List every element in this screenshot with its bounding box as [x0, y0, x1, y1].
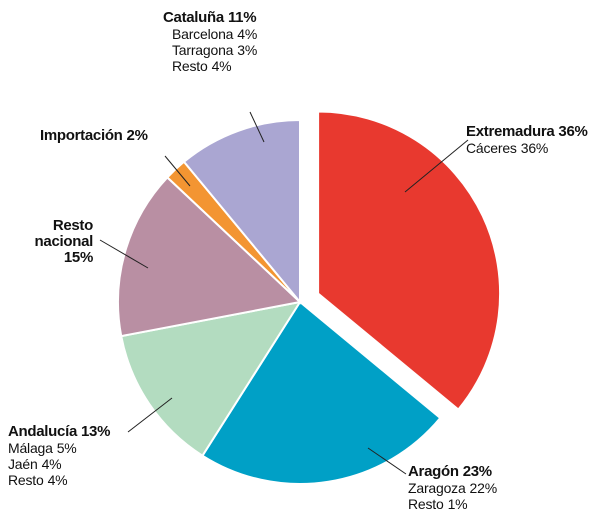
leader-line [164, 155, 191, 187]
breakdown-name: Resto [408, 496, 444, 512]
leader-line [249, 111, 265, 143]
leader-line [367, 447, 407, 475]
breakdown-row: Cáceres 36% [466, 140, 588, 156]
slice-label: Resto nacional 15% [20, 217, 94, 266]
pie-slice [117, 175, 303, 338]
value-label: 36% [558, 123, 588, 140]
breakdown-row: Resto 4% [8, 472, 110, 488]
slice-heading: Cataluña 11% [163, 10, 257, 26]
breakdown-share: 1% [447, 496, 468, 512]
category-name: Cataluña [163, 9, 224, 26]
breakdown-share: 4% [47, 472, 68, 488]
breakdown-share: 22% [469, 480, 498, 496]
leader-line [99, 239, 149, 269]
category-name: Andalucía [8, 423, 77, 440]
slice-label: Aragón 23% Zaragoza 22% Resto 1% [408, 464, 497, 513]
category-name: Importación [40, 127, 123, 144]
value-label: 2% [126, 127, 148, 144]
value-label: 11% [227, 9, 257, 26]
breakdown-name: Barcelona [172, 26, 234, 42]
breakdown-share: 3% [237, 42, 258, 58]
breakdown-name: Resto [172, 58, 208, 74]
slice-heading: Resto nacional 15% [20, 217, 94, 266]
leader-line [404, 139, 469, 193]
slice-heading: Importación 2% [40, 128, 148, 144]
value-label: 15% [63, 249, 93, 266]
breakdown-share: 4% [41, 456, 62, 472]
pie-slice [317, 110, 502, 411]
breakdown-share: 36% [520, 140, 549, 156]
category-name: Extremadura [466, 123, 555, 140]
breakdown-row: Tarragona 3% [163, 42, 257, 58]
breakdown-share: 4% [237, 26, 258, 42]
pie-slice [201, 300, 442, 485]
breakdown-row: Jaén 4% [8, 456, 110, 472]
slice-label: Importación 2% [40, 128, 148, 144]
breakdown-name: Jaén [8, 456, 38, 472]
slice-heading: Andalucía 13% [8, 424, 110, 440]
value-label: 13% [80, 423, 111, 440]
slice-heading: Aragón 23% [408, 464, 497, 480]
breakdown-row: Zaragoza 22% [408, 480, 497, 496]
slice-label: Extremadura 36% Cáceres 36% [466, 124, 588, 157]
slice-heading: Extremadura 36% [466, 124, 588, 140]
breakdown-share: 4% [211, 58, 232, 74]
value-label: 23% [462, 463, 492, 480]
breakdown-name: Zaragoza [408, 480, 466, 496]
breakdown-row: Resto 1% [408, 496, 497, 512]
breakdown-row: Málaga 5% [8, 440, 110, 456]
breakdown-row: Barcelona 4% [163, 26, 257, 42]
pie-slice [120, 300, 303, 458]
breakdown-row: Resto 4% [163, 58, 257, 74]
pie [117, 110, 502, 485]
breakdown-name: Tarragona [172, 42, 234, 58]
category-name: Aragón [408, 463, 459, 480]
leader-line [127, 397, 173, 433]
breakdown-name: Cáceres [466, 140, 517, 156]
breakdown-share: 5% [56, 440, 77, 456]
breakdown-name: Málaga [8, 440, 53, 456]
category-name: Resto nacional [34, 217, 94, 250]
slice-label: Cataluña 11% Barcelona 4% Tarragona 3% Resto 4% [163, 10, 257, 75]
pie-slice [182, 118, 301, 305]
slice-label: Andalucía 13% Málaga 5% Jaén 4% Resto 4% [8, 424, 110, 489]
breakdown-name: Resto [8, 472, 44, 488]
